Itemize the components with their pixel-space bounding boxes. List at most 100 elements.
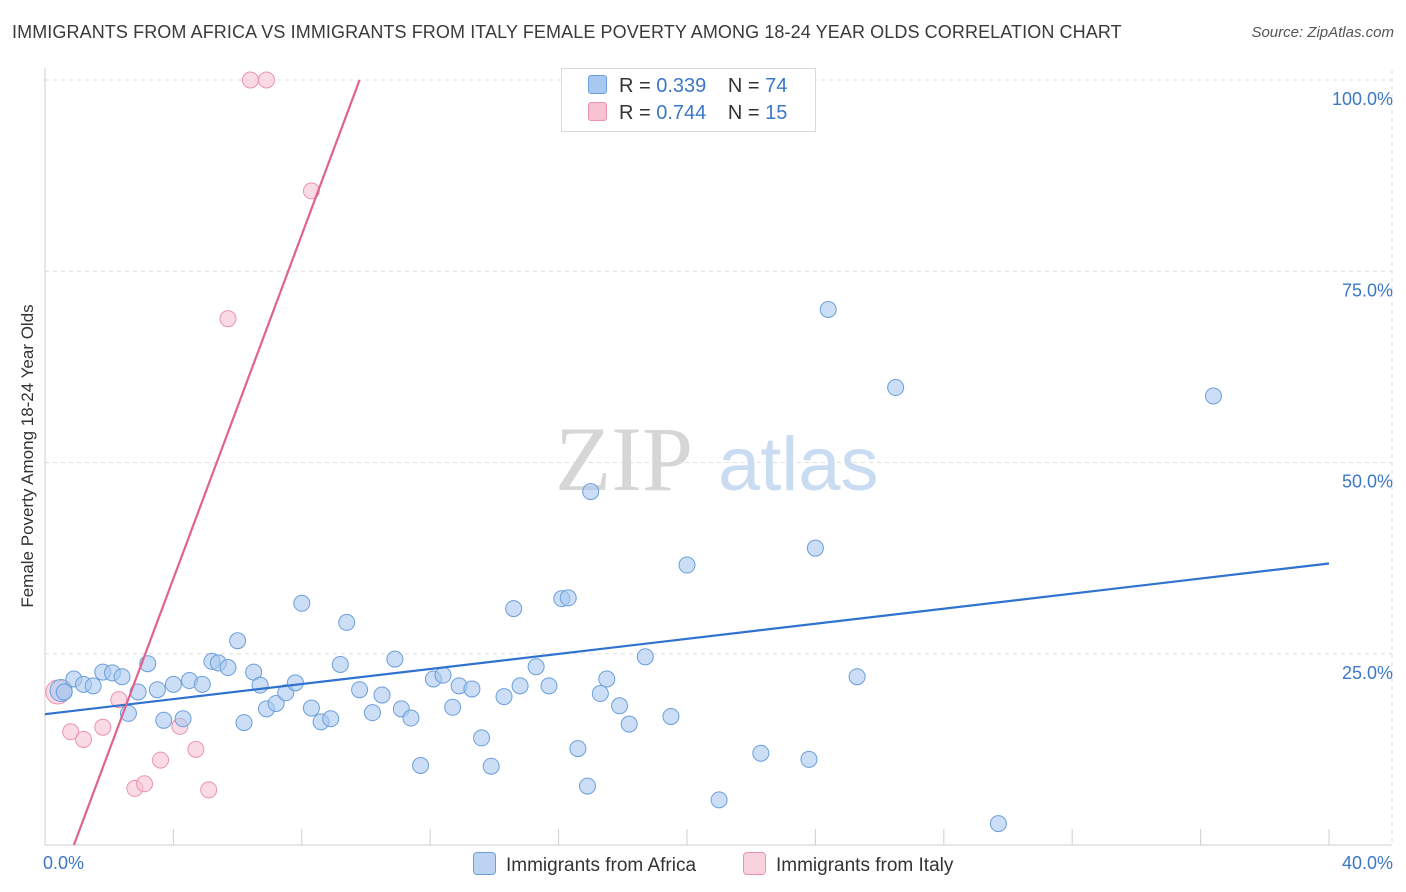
africa-point — [540, 677, 558, 695]
africa-point — [569, 740, 587, 758]
africa-point — [620, 715, 638, 733]
legend-africa-r-label: R = — [619, 75, 651, 97]
africa-point — [373, 686, 391, 704]
africa-trend-line — [44, 562, 1330, 716]
italy-point — [187, 740, 205, 758]
italy-point — [241, 71, 259, 89]
africa-point — [164, 675, 182, 693]
africa-point — [887, 379, 905, 397]
africa-point — [710, 791, 728, 809]
source-credit: Source: ZipAtlas.com — [1251, 24, 1394, 41]
legend-row-africa: R = 0.339 N = 74 — [588, 75, 787, 98]
africa-point — [229, 632, 247, 650]
italy-point — [152, 751, 170, 769]
africa-point — [582, 483, 600, 501]
y-tick-labels: 25.0% 50.0% 75.0% 100.0% — [1332, 89, 1393, 683]
legend-italy-n-value: 15 — [765, 102, 788, 124]
legend-row-italy: R = 0.744 N = 15 — [588, 102, 787, 125]
italy-point — [219, 310, 237, 328]
y-tick-label-75: 75.0% — [1342, 280, 1393, 300]
italy-point — [257, 71, 275, 89]
africa-point — [800, 750, 818, 768]
bottom-legend-africa-label: Immigrants from Africa — [506, 855, 697, 876]
africa-point — [251, 676, 269, 694]
africa-point — [752, 744, 770, 762]
africa-point — [495, 688, 513, 706]
africa-point — [527, 658, 545, 676]
axes — [44, 68, 1392, 846]
legend-italy-r-value: 0.744 — [656, 102, 707, 124]
africa-point — [611, 697, 629, 715]
italy-point — [110, 691, 128, 709]
africa-legend-swatch-icon — [473, 852, 496, 875]
africa-point — [84, 677, 102, 695]
africa-point — [155, 711, 173, 729]
africa-point — [473, 729, 491, 747]
africa-point — [578, 777, 596, 795]
italy-swatch-icon — [588, 102, 607, 121]
italy-point — [302, 182, 320, 200]
africa-point — [819, 301, 837, 318]
africa-point — [482, 757, 500, 775]
bottom-legend-italy-label: Immigrants from Italy — [776, 855, 954, 876]
chart-title: IMMIGRANTS FROM AFRICA VS IMMIGRANTS FRO… — [12, 22, 1122, 42]
africa-points — [49, 301, 1222, 833]
africa-point — [174, 710, 192, 728]
africa-point — [402, 709, 420, 727]
africa-point — [434, 666, 452, 684]
x-tick-label-min: 0.0% — [43, 853, 84, 873]
italy-point — [136, 775, 154, 793]
italy-trend-line — [72, 79, 361, 846]
x-tick-label-max: 40.0% — [1342, 853, 1393, 873]
bottom-legend-africa: Immigrants from Africa — [473, 852, 696, 877]
bottom-legend-italy: Immigrants from Italy — [743, 852, 953, 877]
africa-point — [267, 694, 285, 712]
africa-point — [113, 668, 131, 686]
y-tick-label-50: 50.0% — [1342, 472, 1393, 492]
africa-point — [331, 655, 349, 673]
africa-point — [412, 756, 430, 774]
y-tick-label-25: 25.0% — [1342, 663, 1393, 683]
africa-point — [636, 648, 654, 666]
africa-point — [989, 815, 1007, 833]
africa-point — [505, 600, 523, 618]
africa-point — [235, 714, 253, 732]
italy-point — [94, 718, 112, 736]
watermark-zip: ZIP — [555, 408, 693, 510]
africa-swatch-icon — [588, 75, 607, 94]
italy-point — [75, 730, 93, 748]
africa-point — [363, 704, 381, 722]
africa-point — [351, 681, 369, 699]
africa-point — [148, 681, 166, 699]
africa-point — [286, 674, 304, 692]
africa-point — [1204, 387, 1222, 405]
legend: R = 0.339 N = 74 R = 0.744 N = 15 — [561, 68, 816, 132]
y-axis-label: Female Poverty Among 18-24 Year Olds — [18, 304, 37, 607]
africa-point — [444, 698, 462, 716]
watermark: ZIP atlas — [555, 408, 879, 510]
africa-point — [848, 668, 866, 686]
africa-point — [386, 650, 404, 668]
africa-point — [219, 659, 237, 677]
italy-point — [200, 781, 218, 799]
legend-italy-r-label: R = — [619, 102, 651, 124]
trend-lines — [44, 79, 1330, 846]
africa-point — [806, 539, 824, 557]
africa-point — [511, 677, 529, 695]
italy-legend-swatch-icon — [743, 852, 766, 875]
watermark-atlas: atlas — [718, 422, 879, 507]
africa-point — [662, 707, 680, 725]
africa-point — [302, 699, 320, 717]
africa-point — [559, 589, 577, 607]
africa-point — [193, 675, 211, 693]
x-tick-labels: 0.0% 40.0% — [43, 853, 1393, 873]
legend-africa-r-value: 0.339 — [656, 75, 707, 97]
legend-africa-n-value: 74 — [765, 75, 788, 97]
africa-point — [678, 556, 696, 574]
legend-italy-n-label: N = — [727, 102, 760, 124]
y-tick-label-100: 100.0% — [1332, 89, 1393, 109]
africa-point — [591, 685, 609, 703]
legend-africa-n-label: N = — [727, 75, 760, 97]
africa-point — [338, 613, 356, 631]
